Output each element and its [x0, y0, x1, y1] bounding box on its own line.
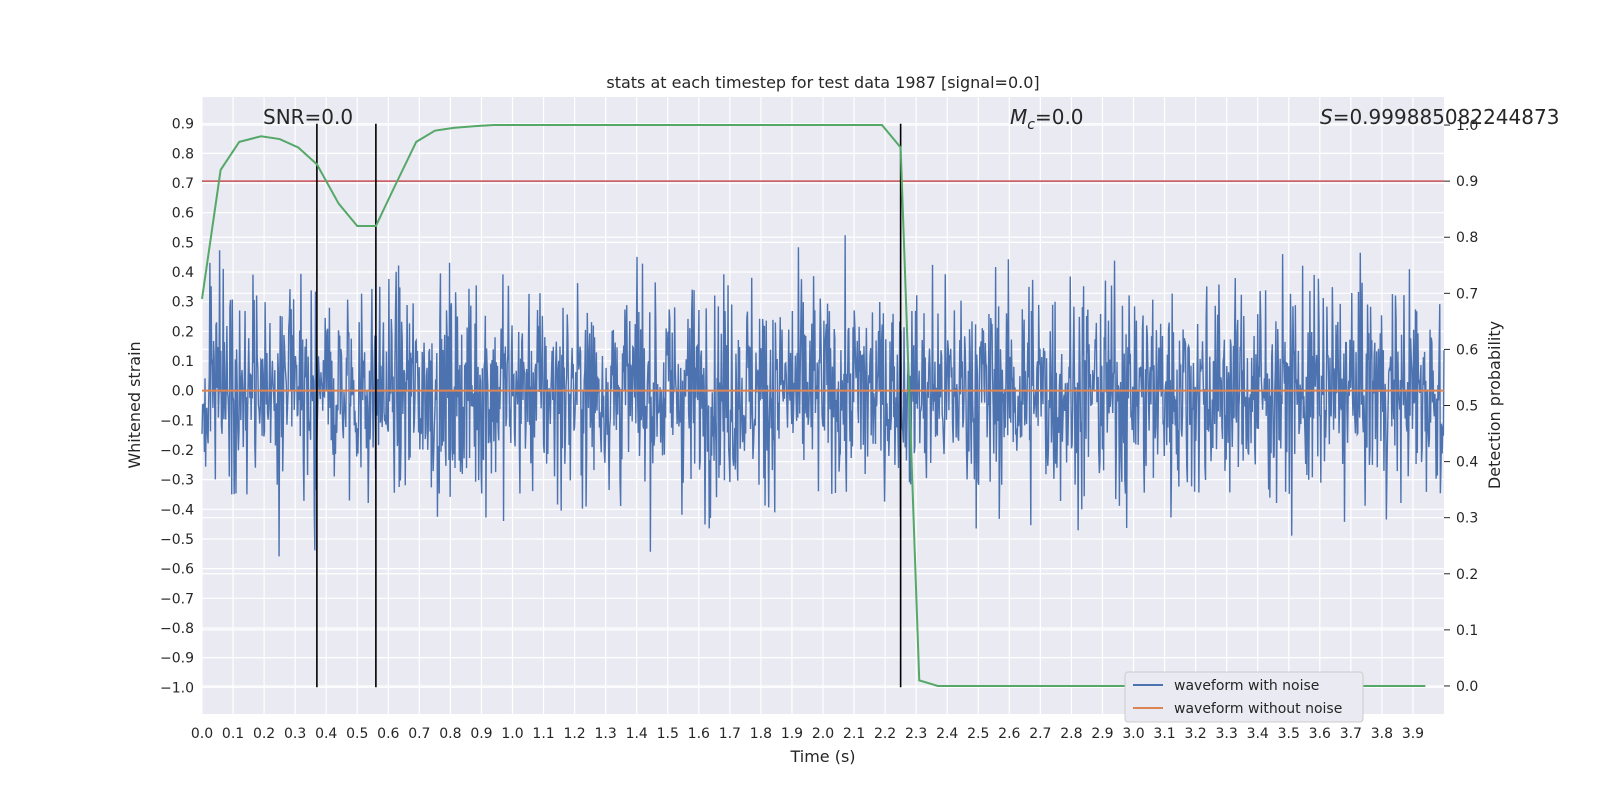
y-tick-label: 0.1	[172, 354, 194, 370]
x-tick-label: 0.4	[315, 726, 337, 742]
x-tick-label: 0.8	[439, 726, 461, 742]
y-tick-label: 0.2	[172, 324, 194, 340]
mc-subscript: c	[1027, 117, 1035, 133]
x-tick-label: 3.8	[1371, 726, 1393, 742]
y-tick-label: −0.6	[160, 562, 194, 578]
y2-tick-label: 0.4	[1456, 455, 1478, 471]
y2-tick-label: 0.0	[1456, 679, 1478, 695]
x-tick-label: 2.0	[812, 726, 834, 742]
y2-tick-label: 0.3	[1456, 511, 1478, 527]
x-tick-label: 3.4	[1247, 726, 1269, 742]
x-tick-label: 1.2	[563, 726, 585, 742]
x-tick-label: 3.5	[1278, 726, 1300, 742]
y-tick-label: 0.9	[172, 117, 194, 133]
y-tick-label: −0.4	[160, 502, 194, 518]
s-value: =0.999885082244873	[1333, 105, 1560, 129]
mc-annotation: Mc=0.0	[1010, 105, 1084, 133]
y-axis-label: Whitened strain	[125, 341, 144, 468]
noise-waveform-series	[201, 235, 1445, 557]
y-tick-label: 0.6	[172, 206, 194, 222]
y2-tick-labels: 1.0 0.9 0.8 0.7 0.6 0.5 0.4 0.3 0.2 0.1 0.0	[1444, 118, 1478, 695]
y-tick-label: 0.8	[172, 146, 194, 162]
x-tick-label: 1.4	[626, 726, 648, 742]
y-tick-label: 0.5	[172, 235, 194, 251]
x-tick-label: 3.9	[1402, 726, 1424, 742]
x-axis-label: Time (s)	[789, 747, 855, 766]
snr-annotation: SNR=0.0	[263, 105, 353, 129]
chart-title: stats at each timestep for test data 198…	[606, 73, 1039, 92]
y-tick-label: −0.5	[160, 532, 194, 548]
x-tick-label: 0.9	[470, 726, 492, 742]
y2-tick-label: 0.7	[1456, 286, 1478, 302]
x-tick-label: 0.3	[284, 726, 306, 742]
legend-box	[1124, 671, 1364, 723]
x-tick-label: 1.0	[501, 726, 523, 742]
noise-waveform-line	[201, 235, 1445, 557]
y-tick-label: −0.8	[160, 621, 194, 637]
x-tick-label: 2.2	[874, 726, 896, 742]
y2-tick-label: 0.5	[1456, 399, 1478, 415]
x-tick-label: 1.8	[750, 726, 772, 742]
y2-tick-label: 0.1	[1456, 623, 1478, 639]
y-tick-labels: 0.9 0.8 0.7 0.6 0.5 0.4 0.3 0.2 0.1 0.0 −0.1 −0.2 −0…	[160, 117, 194, 697]
x-tick-label: 2.8	[1060, 726, 1082, 742]
legend: waveform with noise waveform without noi…	[1124, 671, 1364, 723]
x-tick-label: 2.1	[843, 726, 865, 742]
y-tick-label: −0.3	[160, 473, 194, 489]
legend-label-noise: waveform with noise	[1174, 678, 1319, 694]
y2-tick-label: 1.0	[1456, 118, 1478, 134]
y2-tick-label: 0.6	[1456, 342, 1478, 358]
x-tick-label: 2.4	[936, 726, 958, 742]
y-tick-label: 0.0	[172, 384, 194, 400]
y-tick-label: 0.3	[172, 295, 194, 311]
mc-value: =0.0	[1035, 105, 1084, 129]
legend-label-clean: waveform without noise	[1174, 701, 1342, 717]
y-tick-label: −1.0	[160, 680, 194, 696]
y-tick-label: −0.9	[160, 651, 194, 667]
x-tick-label: 0.0	[191, 726, 213, 742]
x-tick-label: 2.5	[967, 726, 989, 742]
y-tick-label: −0.1	[160, 413, 194, 429]
y-tick-label: 0.7	[172, 176, 194, 192]
x-tick-label: 1.9	[781, 726, 803, 742]
mc-symbol: M	[1010, 105, 1027, 129]
x-tick-label: 2.7	[1029, 726, 1051, 742]
y2-axis-label: Detection probability	[1485, 321, 1504, 489]
x-tick-label: 2.3	[905, 726, 927, 742]
detection-probability-line	[201, 124, 1426, 687]
x-tick-label: 0.1	[222, 726, 244, 742]
x-tick-label: 0.7	[408, 726, 430, 742]
x-tick-label: 3.6	[1309, 726, 1331, 742]
x-tick-label: 3.7	[1340, 726, 1362, 742]
y2-tick-label: 0.2	[1456, 567, 1478, 583]
y-tick-label: −0.7	[160, 591, 194, 607]
vertical-markers	[316, 123, 902, 688]
x-tick-label: 3.0	[1122, 726, 1144, 742]
s-annotation: S=0.999885082244873	[1320, 105, 1559, 129]
x-tick-label: 2.9	[1091, 726, 1113, 742]
x-tick-label: 2.6	[998, 726, 1020, 742]
x-tick-label: 0.6	[377, 726, 399, 742]
s-symbol: S	[1320, 105, 1333, 129]
x-tick-label: 0.5	[346, 726, 368, 742]
x-tick-label: 3.3	[1216, 726, 1238, 742]
x-tick-label: 0.2	[253, 726, 275, 742]
x-tick-label: 1.3	[595, 726, 617, 742]
x-tick-label: 1.5	[657, 726, 679, 742]
x-tick-labels: 0.0 0.1 0.2 0.3 0.4 0.5 0.6 0.7 0.8 0.9 1.0 1.1 1.2 1…	[191, 726, 1424, 742]
y-tick-label: 0.4	[172, 265, 194, 281]
x-tick-label: 3.2	[1184, 726, 1206, 742]
x-tick-label: 1.7	[719, 726, 741, 742]
y2-tick-label: 0.9	[1456, 174, 1478, 190]
x-tick-label: 3.1	[1153, 726, 1175, 742]
y-tick-label: −0.2	[160, 443, 194, 459]
x-tick-label: 1.6	[688, 726, 710, 742]
x-tick-label: 1.1	[532, 726, 554, 742]
y2-tick-label: 0.8	[1456, 230, 1478, 246]
